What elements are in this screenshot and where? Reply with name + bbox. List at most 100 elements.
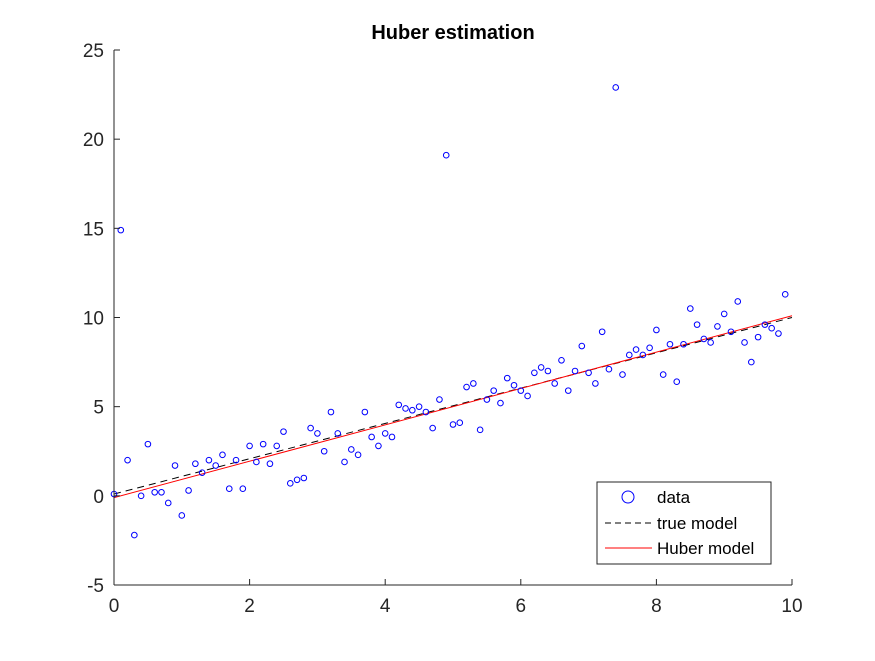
data-point [571, 367, 579, 375]
data-point [171, 462, 179, 469]
data-point [517, 387, 525, 394]
data-point [551, 380, 559, 387]
data-point [470, 380, 477, 387]
data-point [720, 310, 728, 318]
data-point [259, 440, 267, 448]
data-point [714, 323, 721, 330]
data-point [619, 371, 626, 378]
data-point [442, 151, 450, 159]
data-point [164, 499, 172, 507]
legend-label-huber-model: Huber model [657, 539, 754, 558]
data-point [266, 460, 274, 468]
data-point [178, 512, 186, 519]
data-point [409, 406, 416, 414]
data-point [612, 84, 620, 91]
data-point [666, 340, 674, 348]
data-point [727, 328, 735, 336]
data-point [137, 492, 145, 500]
data-point [680, 340, 687, 348]
data-point [131, 531, 138, 539]
data-point [632, 346, 640, 353]
data-point [659, 371, 667, 378]
data-point [768, 324, 775, 332]
data-point [239, 485, 247, 493]
data-point [381, 430, 389, 437]
y-tick-label: -5 [87, 576, 104, 597]
data-point [280, 428, 287, 435]
data-point [300, 474, 308, 482]
data-point [564, 387, 572, 394]
data-point [185, 487, 192, 494]
data-point [734, 298, 742, 305]
data-point [429, 424, 436, 432]
y-tick-label: 0 [93, 487, 104, 508]
chart-title: Huber estimation [371, 22, 534, 44]
data-point [293, 476, 301, 484]
data-point [232, 456, 240, 464]
data-point [687, 305, 694, 312]
data-point [348, 446, 355, 453]
data-point [253, 458, 260, 466]
data-point [598, 328, 606, 336]
x-tick-label: 6 [516, 596, 527, 617]
data-point [748, 358, 755, 366]
data-point [422, 408, 430, 416]
y-tick-label: 10 [83, 309, 104, 330]
data-point [354, 451, 362, 459]
y-tick-label: 5 [93, 398, 104, 419]
data-point [327, 408, 335, 416]
x-tick-label: 8 [651, 596, 662, 617]
data-point [775, 330, 782, 337]
data-point [402, 405, 409, 412]
data-point [605, 365, 613, 373]
data-point [151, 488, 158, 496]
data-point [192, 460, 199, 468]
data-point [544, 367, 552, 375]
data-point [456, 419, 464, 427]
data-layer [110, 84, 793, 539]
x-tick-label: 0 [109, 596, 120, 617]
x-tick-label: 10 [781, 596, 802, 617]
data-point [741, 339, 748, 346]
huber-model-line [113, 315, 793, 499]
data-point [117, 226, 125, 234]
data-point [225, 485, 233, 493]
y-tick-label: 15 [83, 219, 104, 240]
data-point [761, 321, 769, 328]
legend: data true model Huber model [596, 481, 772, 565]
y-tick-label: 25 [83, 41, 104, 62]
data-point [646, 344, 653, 352]
data-point [578, 342, 586, 350]
data-point [592, 380, 599, 387]
x-tick-label: 2 [244, 596, 255, 617]
data-point [341, 458, 348, 466]
data-point [198, 469, 206, 476]
data-point [537, 364, 545, 371]
data-point [483, 396, 491, 403]
data-point [510, 381, 518, 389]
data-point [219, 451, 226, 459]
data-point [307, 424, 314, 432]
data-point [503, 374, 511, 382]
legend-label-data: data [657, 488, 691, 507]
y-tick-label: 20 [83, 130, 104, 151]
data-point [314, 430, 321, 437]
data-point [673, 378, 681, 386]
data-point [524, 392, 531, 400]
data-point [625, 351, 633, 359]
data-point [449, 421, 457, 428]
data-point [490, 387, 497, 394]
data-point [144, 440, 152, 448]
true-model-line [113, 317, 793, 495]
data-point [707, 339, 714, 346]
data-point [754, 333, 762, 341]
data-point [124, 456, 131, 464]
data-point [246, 442, 253, 450]
data-point [320, 447, 328, 455]
data-point [639, 351, 647, 359]
data-point [781, 291, 789, 298]
data-point [531, 369, 538, 377]
